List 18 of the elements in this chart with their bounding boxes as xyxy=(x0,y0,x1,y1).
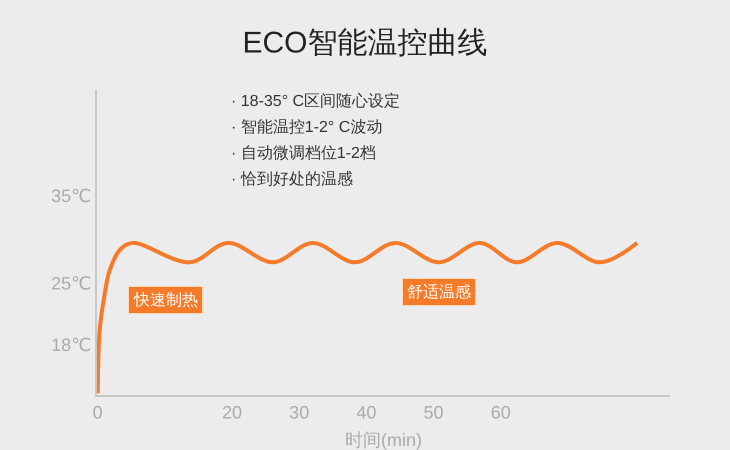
line-series xyxy=(97,240,640,395)
annotation: 快速制热 xyxy=(133,291,198,309)
y-tick-label: 35℃ xyxy=(51,186,92,206)
chart-title: ECO智能温控曲线 xyxy=(242,26,488,60)
annotation: 舒适温感 xyxy=(407,283,471,301)
annotation: · 智能温控1-2° C波动 xyxy=(231,118,382,136)
x-axis-title: 时间(min) xyxy=(345,430,422,450)
x-tick-label: 40 xyxy=(356,402,376,423)
x-tick-label: 60 xyxy=(490,402,511,423)
x-tick-label: 0 xyxy=(92,402,103,423)
annotation: · 自动微调档位1-2档 xyxy=(231,144,376,162)
y-tick-label: 25℃ xyxy=(51,274,92,294)
x-tick-label: 50 xyxy=(424,402,444,423)
y-tick-label: 18℃ xyxy=(51,335,92,356)
annotation: · 18-35° C区间随心设定 xyxy=(231,92,400,110)
x-tick-label: 30 xyxy=(289,402,310,423)
x-tick-label: 20 xyxy=(222,402,242,423)
annotation: · 恰到好处的温感 xyxy=(231,170,353,188)
